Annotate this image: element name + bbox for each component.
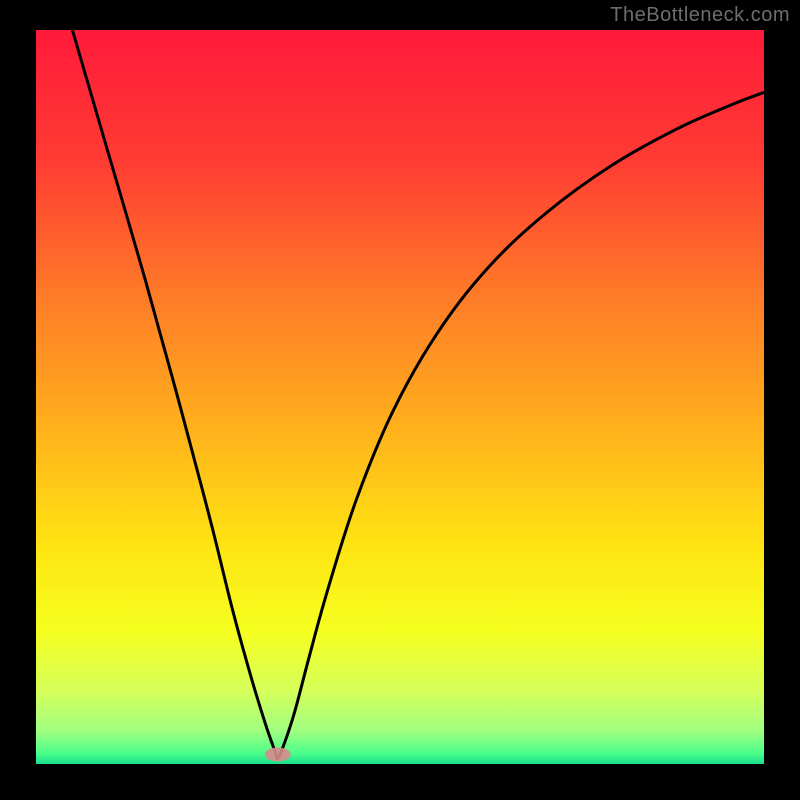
chart-container: TheBottleneck.com (0, 0, 800, 800)
bottleneck-chart (0, 0, 800, 800)
minimum-marker (265, 747, 291, 761)
watermark-text: TheBottleneck.com (610, 4, 790, 27)
